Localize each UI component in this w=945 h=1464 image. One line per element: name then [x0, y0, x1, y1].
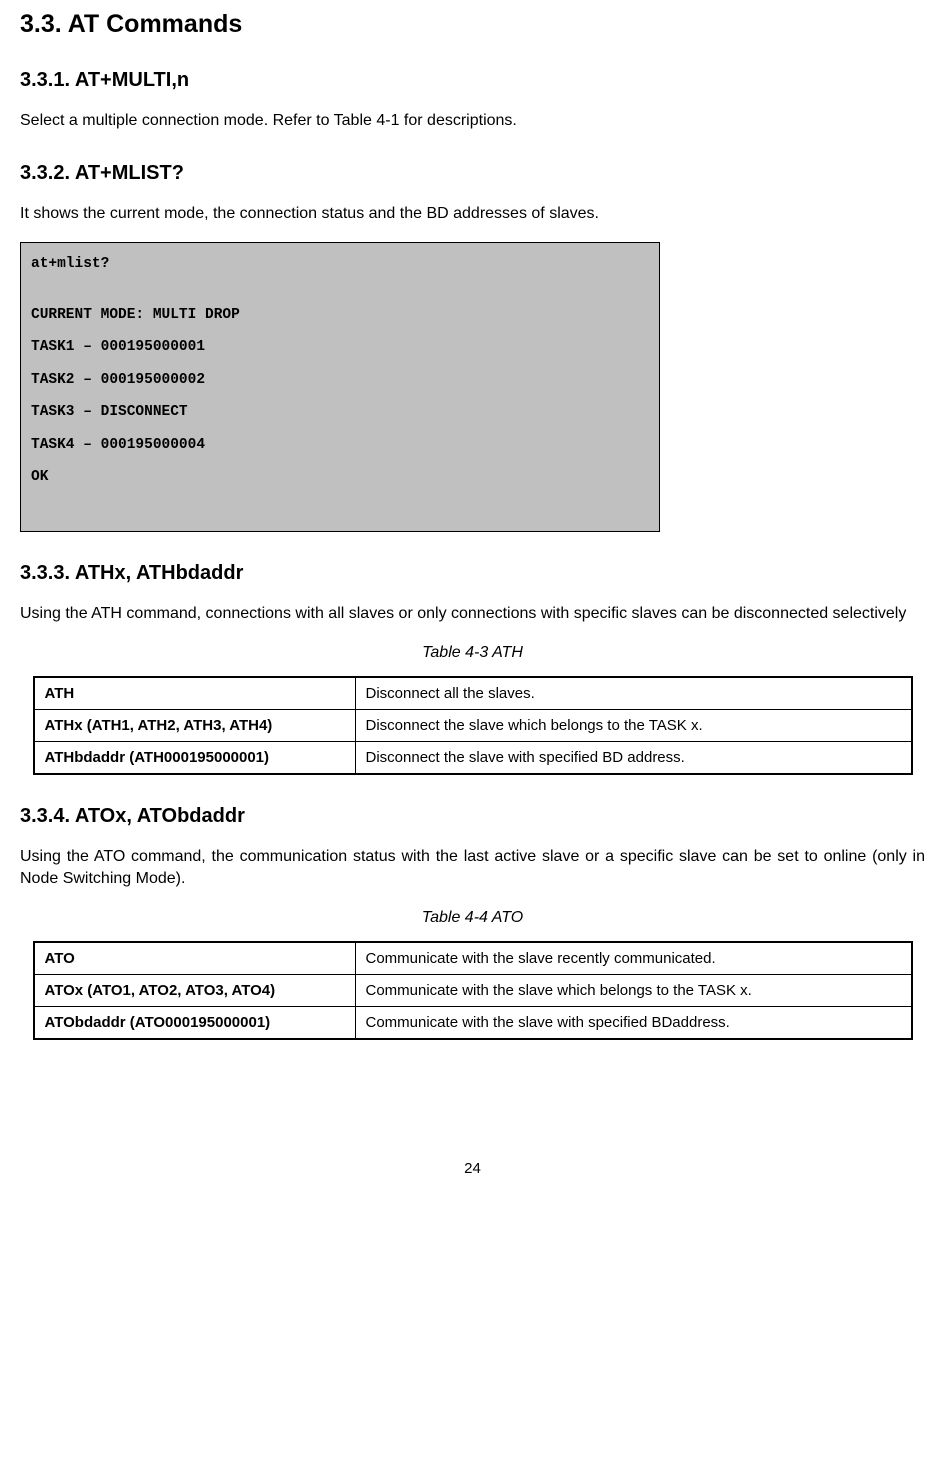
- code-line: at+mlist?: [31, 257, 649, 272]
- code-line: CURRENT MODE: MULTI DROP: [31, 308, 649, 323]
- table-ato: ATO Communicate with the slave recently …: [33, 941, 913, 1040]
- table-row: ATHbdaddr (ATH000195000001) Disconnect t…: [34, 742, 912, 775]
- table-row: ATHx (ATH1, ATH2, ATH3, ATH4) Disconnect…: [34, 710, 912, 742]
- subsection-331-text: Select a multiple connection mode. Refer…: [20, 110, 925, 132]
- table-cell: ATOx (ATO1, ATO2, ATO3, ATO4): [34, 975, 356, 1007]
- code-block-mlist: at+mlist? CURRENT MODE: MULTI DROP TASK1…: [20, 242, 660, 532]
- code-line: OK: [31, 470, 649, 485]
- table-row: ATObdaddr (ATO000195000001) Communicate …: [34, 1007, 912, 1040]
- table-cell: ATObdaddr (ATO000195000001): [34, 1007, 356, 1040]
- table-cell: Disconnect the slave with specified BD a…: [355, 742, 912, 775]
- table-cell: ATHbdaddr (ATH000195000001): [34, 742, 356, 775]
- subsection-334-text: Using the ATO command, the communication…: [20, 846, 925, 889]
- table-caption-ath: Table 4-3 ATH: [20, 644, 925, 662]
- table-row: ATOx (ATO1, ATO2, ATO3, ATO4) Communicat…: [34, 975, 912, 1007]
- table-row: ATO Communicate with the slave recently …: [34, 942, 912, 975]
- code-line: TASK2 – 000195000002: [31, 373, 649, 388]
- code-line: TASK3 – DISCONNECT: [31, 405, 649, 420]
- table-cell: Disconnect all the slaves.: [355, 677, 912, 710]
- code-line: TASK4 – 000195000004: [31, 438, 649, 453]
- section-title: 3.3. AT Commands: [20, 10, 925, 39]
- table-cell: ATHx (ATH1, ATH2, ATH3, ATH4): [34, 710, 356, 742]
- subsection-333-text: Using the ATH command, connections with …: [20, 603, 925, 625]
- subsection-333-title: 3.3.3. ATHx, ATHbdaddr: [20, 562, 925, 585]
- page-number: 24: [20, 1160, 925, 1177]
- table-caption-ato: Table 4-4 ATO: [20, 909, 925, 927]
- table-cell: Disconnect the slave which belongs to th…: [355, 710, 912, 742]
- table-cell: Communicate with the slave with specifie…: [355, 1007, 912, 1040]
- table-row: ATH Disconnect all the slaves.: [34, 677, 912, 710]
- subsection-331-title: 3.3.1. AT+MULTI,n: [20, 69, 925, 92]
- table-cell: Communicate with the slave recently comm…: [355, 942, 912, 975]
- subsection-332-text: It shows the current mode, the connectio…: [20, 203, 925, 225]
- subsection-332-title: 3.3.2. AT+MLIST?: [20, 162, 925, 185]
- table-cell: ATH: [34, 677, 356, 710]
- code-line: TASK1 – 000195000001: [31, 340, 649, 355]
- subsection-334-title: 3.3.4. ATOx, ATObdaddr: [20, 805, 925, 828]
- table-ath: ATH Disconnect all the slaves. ATHx (ATH…: [33, 676, 913, 775]
- table-cell: Communicate with the slave which belongs…: [355, 975, 912, 1007]
- table-cell: ATO: [34, 942, 356, 975]
